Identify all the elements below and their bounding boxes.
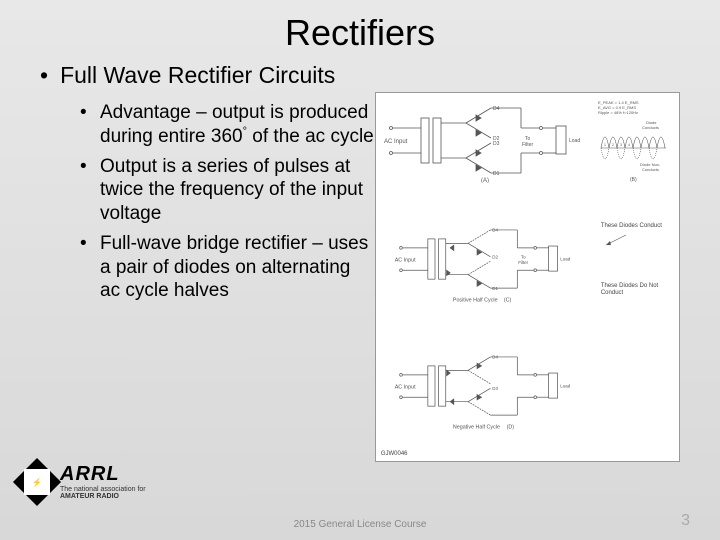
svg-text:D4: D4 <box>492 228 498 233</box>
circuit-panel-c: AC Input D4 D2 D1 To Filter Load Positiv… <box>381 221 591 306</box>
svg-text:3: 3 <box>620 143 622 147</box>
svg-text:Positive Half Cycle: Positive Half Cycle <box>453 298 498 304</box>
diagram-column: AC Input D4 D2 D3 D1 To Filter Load (A) … <box>375 62 690 462</box>
svg-text:(C): (C) <box>504 298 512 304</box>
sub-bullet-list: • Advantage – output is produced during … <box>40 101 375 303</box>
svg-text:To: To <box>521 255 526 260</box>
arrl-logo: ⚡ ARRL The national association for AMAT… <box>20 463 146 500</box>
svg-text:Ripple = 48% f=120Hz: Ripple = 48% f=120Hz <box>598 110 638 115</box>
svg-text:D4: D4 <box>492 355 498 360</box>
bullet-dot: • <box>80 232 90 303</box>
svg-text:D1: D1 <box>492 286 498 291</box>
label-text: These Diodes Conduct <box>601 223 671 230</box>
svg-text:Load: Load <box>560 256 570 261</box>
waveform-panel: E_PEAK = 1.4 E_RMS E_AVG = 0.9 E_RMS Rip… <box>596 98 674 183</box>
text-column: • Full Wave Rectifier Circuits • Advanta… <box>40 62 375 462</box>
page-number: 3 <box>681 512 690 530</box>
footer-text: 2015 General License Course <box>0 519 720 530</box>
svg-text:Load: Load <box>569 138 580 144</box>
svg-text:Filter: Filter <box>518 260 528 265</box>
bullet-dot: • <box>80 101 90 149</box>
svg-text:Load: Load <box>560 383 570 388</box>
svg-text:(A): (A) <box>481 178 489 183</box>
svg-text:4: 4 <box>628 143 630 147</box>
circuit-panel-d: AC Input D4 D3 Load Negative Half Cycle … <box>381 348 591 433</box>
svg-text:AC Input: AC Input <box>395 257 416 263</box>
logo-name: ARRL <box>60 463 146 486</box>
svg-text:D1: D1 <box>493 171 500 177</box>
sub-bullet-text: Full-wave bridge rectifier – uses a pair… <box>100 232 375 303</box>
diagram-side-label: These Diodes Do Not Conduct <box>601 283 671 296</box>
svg-text:D3: D3 <box>493 141 500 147</box>
svg-text:(B): (B) <box>630 177 637 183</box>
sub-bullet: • Full-wave bridge rectifier – uses a pa… <box>80 232 375 303</box>
bullet-dot: • <box>40 62 48 89</box>
diagram-ref: GJW0046 <box>381 451 408 458</box>
circuit-panel-a: AC Input D4 D2 D3 D1 To Filter Load (A) <box>381 98 591 183</box>
svg-text:D3: D3 <box>492 386 498 391</box>
logo-icon: ⚡ <box>13 457 61 505</box>
sub-bullet-text: Advantage – output is produced during en… <box>100 101 375 149</box>
svg-text:1: 1 <box>604 143 606 147</box>
content-area: • Full Wave Rectifier Circuits • Advanta… <box>0 62 720 462</box>
diagram-side-label: These Diodes Conduct <box>601 223 671 252</box>
svg-text:D4: D4 <box>493 106 500 112</box>
svg-text:Negative Half Cycle: Negative Half Cycle <box>453 425 500 431</box>
svg-text:Conducts: Conducts <box>642 125 659 130</box>
svg-text:Filter: Filter <box>522 142 533 148</box>
svg-text:D2: D2 <box>492 255 498 260</box>
svg-text:(D): (D) <box>506 425 514 431</box>
sub-bullet: • Advantage – output is produced during … <box>80 101 375 149</box>
sub-bullet: • Output is a series of pulses at twice … <box>80 155 375 226</box>
logo-tagline: The national association for AMATEUR RAD… <box>60 486 146 500</box>
svg-text:2: 2 <box>612 143 614 147</box>
svg-text:AC Input: AC Input <box>395 384 416 390</box>
circuit-diagram: AC Input D4 D2 D3 D1 To Filter Load (A) … <box>375 92 680 462</box>
main-bullet: • Full Wave Rectifier Circuits <box>40 62 375 89</box>
svg-text:Conducts: Conducts <box>642 167 659 172</box>
svg-text:AC Input: AC Input <box>384 139 408 145</box>
bullet-dot: • <box>80 155 90 226</box>
sub-bullet-text: Output is a series of pulses at twice th… <box>100 155 375 226</box>
slide-title: Rectifiers <box>0 0 720 62</box>
label-text: These Diodes Do Not Conduct <box>601 283 671 296</box>
main-bullet-text: Full Wave Rectifier Circuits <box>60 62 335 89</box>
